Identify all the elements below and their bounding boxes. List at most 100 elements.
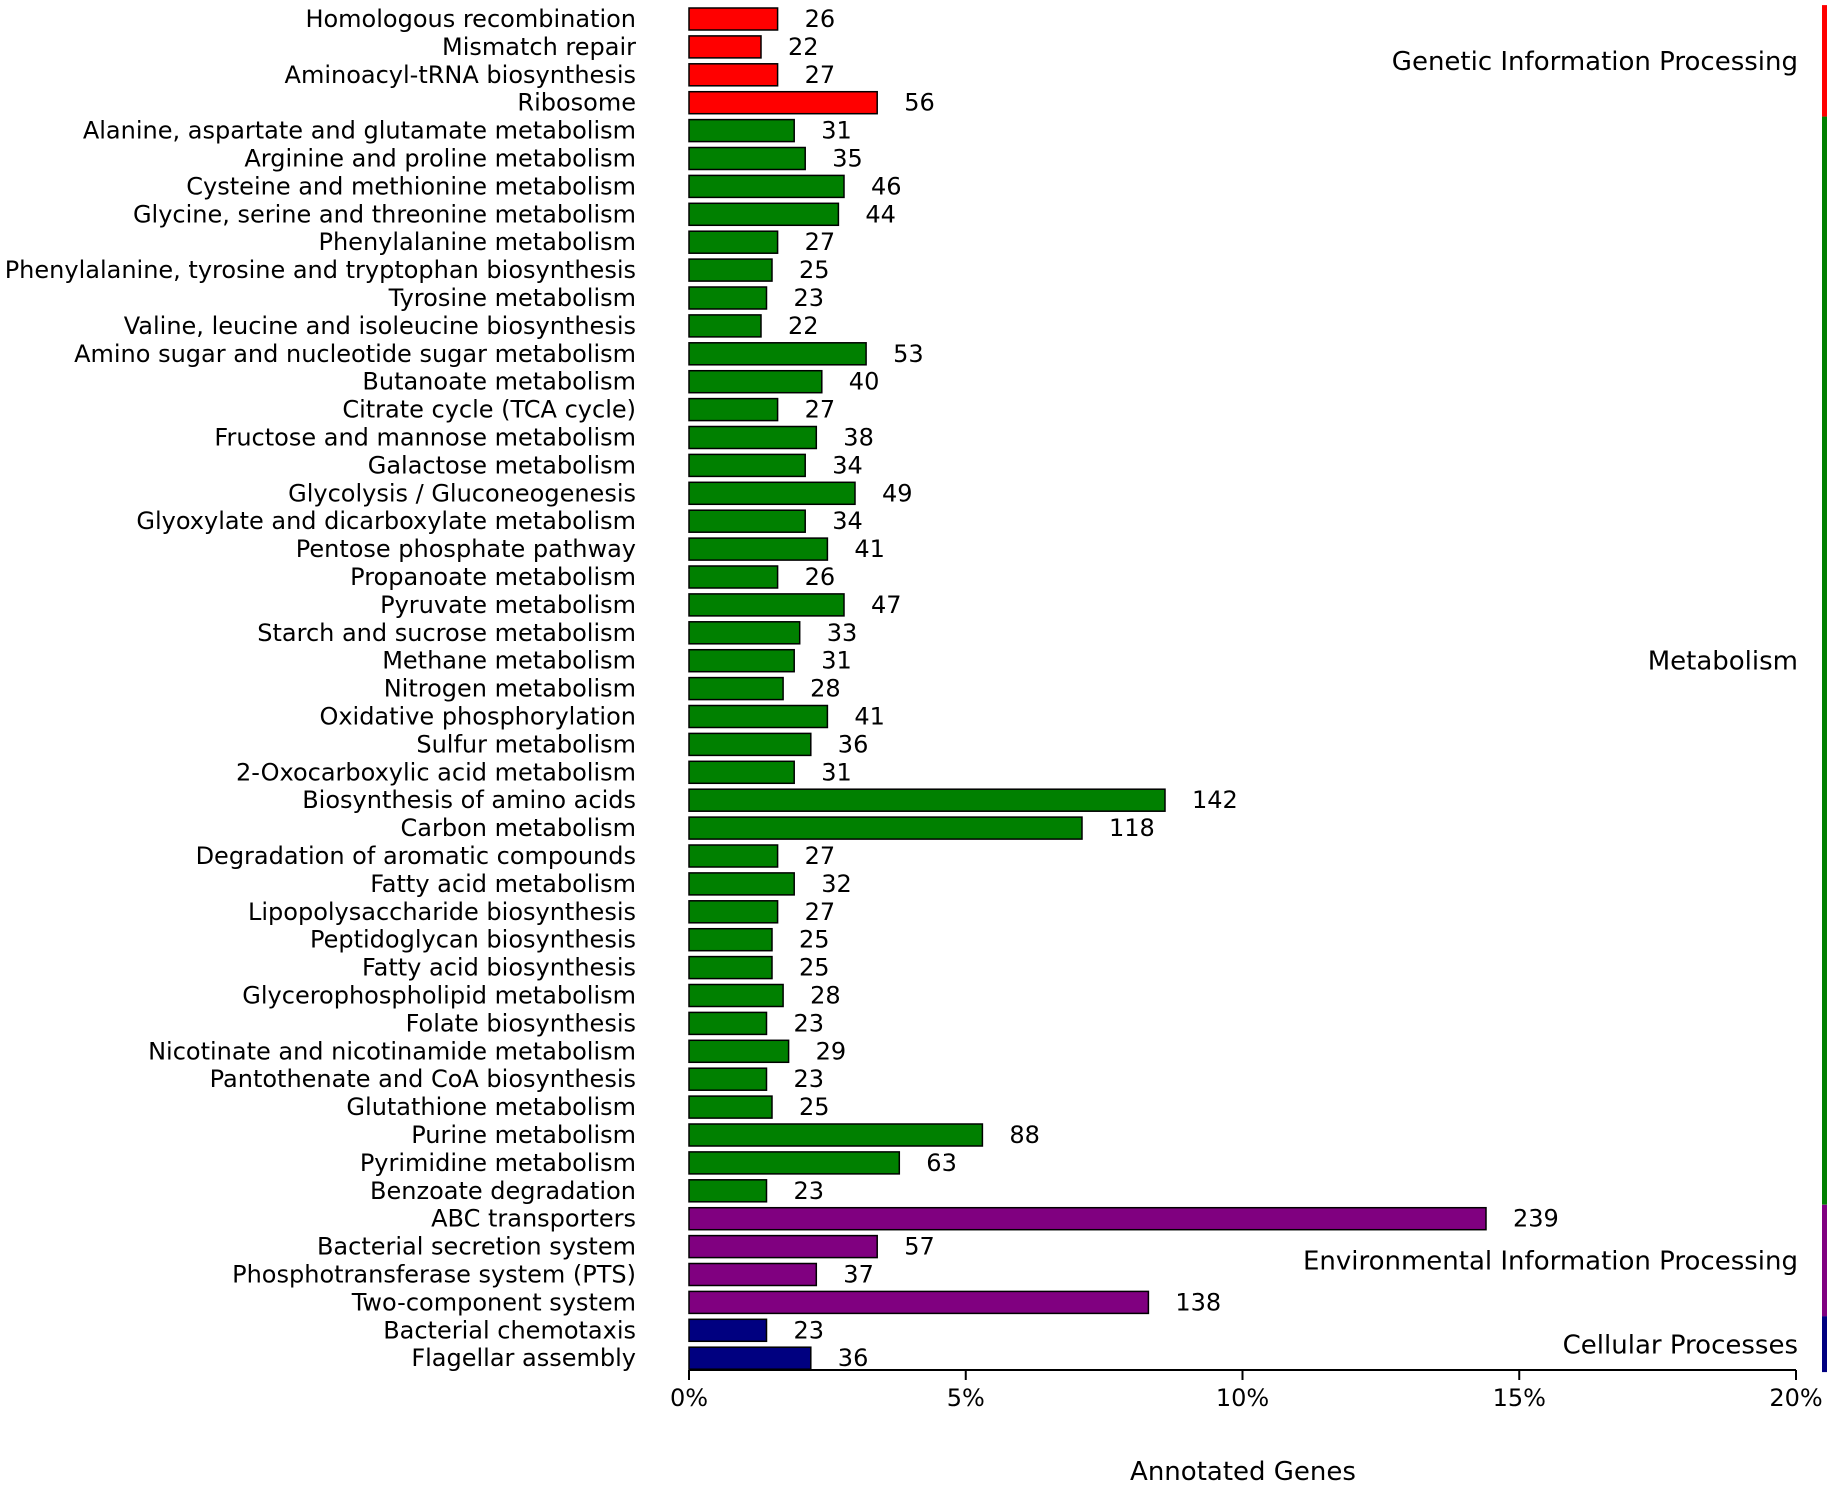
bar <box>688 1179 768 1203</box>
value-label: 26 <box>805 563 836 591</box>
value-label: 27 <box>805 228 836 256</box>
category-label: Glycine, serine and threonine metabolism <box>133 200 636 228</box>
bar <box>688 816 1083 840</box>
group-label: Environmental Information Processing <box>1303 1247 1798 1277</box>
value-label: 25 <box>799 926 830 954</box>
category-label: Two-component system <box>351 1288 636 1316</box>
category-label: Glutathione metabolism <box>346 1093 636 1121</box>
category-label: Starch and sucrose metabolism <box>257 619 636 647</box>
bar <box>688 90 878 115</box>
value-label: 46 <box>871 172 902 200</box>
category-label: Oxidative phosphorylation <box>319 703 636 731</box>
value-label: 22 <box>788 312 819 340</box>
value-label: 37 <box>843 1261 874 1289</box>
value-label: 56 <box>904 89 935 117</box>
bar <box>688 1346 812 1370</box>
value-label: 25 <box>799 1093 830 1121</box>
bar <box>688 286 768 310</box>
category-label: Homologous recombination <box>305 5 636 33</box>
bar <box>688 872 795 896</box>
category-label: Galactose metabolism <box>368 451 636 479</box>
value-label: 25 <box>799 256 830 284</box>
value-labels-layer: 2622275631354644272523225340273834493441… <box>788 5 1559 1372</box>
value-label: 41 <box>854 703 885 731</box>
bar <box>688 900 779 924</box>
bar <box>688 63 779 87</box>
category-label: Folate biosynthesis <box>406 1009 636 1037</box>
value-label: 28 <box>810 675 841 703</box>
bar <box>688 788 1166 812</box>
value-label: 27 <box>805 396 836 424</box>
bar <box>688 369 823 394</box>
category-label: Biosynthesis of amino acids <box>302 786 636 814</box>
category-label: Degradation of aromatic compounds <box>196 842 636 870</box>
bar <box>688 621 801 645</box>
value-label: 38 <box>843 424 874 452</box>
group-color-bar <box>1822 1204 1827 1317</box>
category-label: Peptidoglycan biosynthesis <box>310 926 636 954</box>
category-label: Ribosome <box>517 89 636 117</box>
bar <box>688 1262 818 1287</box>
value-label: 49 <box>882 479 913 507</box>
value-label: 27 <box>805 898 836 926</box>
x-tick-label: 15% <box>1493 1384 1546 1412</box>
group-label: Metabolism <box>1648 647 1798 677</box>
bar <box>688 509 806 533</box>
bar <box>688 146 806 171</box>
value-label: 34 <box>832 507 863 535</box>
category-label: Glycolysis / Gluconeogenesis <box>288 479 636 507</box>
category-label: Pyruvate metabolism <box>380 591 636 619</box>
category-label: Fatty acid metabolism <box>370 870 636 898</box>
bar <box>688 1095 773 1119</box>
bar <box>688 1206 1487 1231</box>
group-color-bar <box>1822 5 1827 117</box>
value-label: 31 <box>821 758 852 786</box>
bar <box>688 342 867 366</box>
value-label: 138 <box>1175 1288 1221 1316</box>
category-label: Phosphotransferase system (PTS) <box>232 1261 636 1289</box>
category-label: Pentose phosphate pathway <box>296 535 636 563</box>
bar <box>688 35 762 59</box>
category-label: Fatty acid biosynthesis <box>362 954 636 982</box>
category-label: Citrate cycle (TCA cycle) <box>342 396 636 424</box>
bar <box>688 1234 878 1259</box>
bar <box>688 202 840 227</box>
value-label: 23 <box>794 284 825 312</box>
category-label: Lipopolysaccharide biosynthesis <box>248 898 636 926</box>
value-label: 44 <box>865 200 896 228</box>
x-tick-label: 5% <box>947 1384 985 1412</box>
x-tick-label: 20% <box>1769 1384 1822 1412</box>
value-label: 63 <box>926 1149 957 1177</box>
value-label: 23 <box>794 1009 825 1037</box>
value-label: 57 <box>904 1233 935 1261</box>
category-label: Glyoxylate and dicarboxylate metabolism <box>136 507 636 535</box>
group-color-bar <box>1822 116 1827 1205</box>
bar <box>688 453 806 478</box>
category-label: Bacterial secretion system <box>317 1233 636 1261</box>
category-label: Aminoacyl-tRNA biosynthesis <box>285 61 636 89</box>
bar <box>688 1039 790 1064</box>
value-label: 35 <box>832 145 863 173</box>
value-label: 47 <box>871 591 902 619</box>
bar <box>688 118 795 143</box>
group-label: Genetic Information Processing <box>1392 47 1798 77</box>
bar <box>688 648 795 673</box>
category-label: Purine metabolism <box>411 1121 636 1149</box>
bar <box>688 983 784 1008</box>
category-label: Nicotinate and nicotinamide metabolism <box>148 1037 636 1065</box>
value-label: 142 <box>1192 786 1238 814</box>
bar <box>688 676 784 701</box>
category-label: Carbon metabolism <box>401 814 637 842</box>
value-label: 36 <box>838 1344 869 1372</box>
value-label: 41 <box>854 535 885 563</box>
category-label: Alanine, aspartate and glutamate metabol… <box>83 117 636 145</box>
category-label: ABC transporters <box>431 1205 636 1233</box>
bar <box>688 732 812 757</box>
category-label: Amino sugar and nucleotide sugar metabol… <box>74 340 636 368</box>
category-label: Cysteine and methionine metabolism <box>186 172 636 200</box>
value-label: 23 <box>794 1177 825 1205</box>
bar <box>688 565 779 589</box>
x-tick-label: 10% <box>1216 1384 1269 1412</box>
